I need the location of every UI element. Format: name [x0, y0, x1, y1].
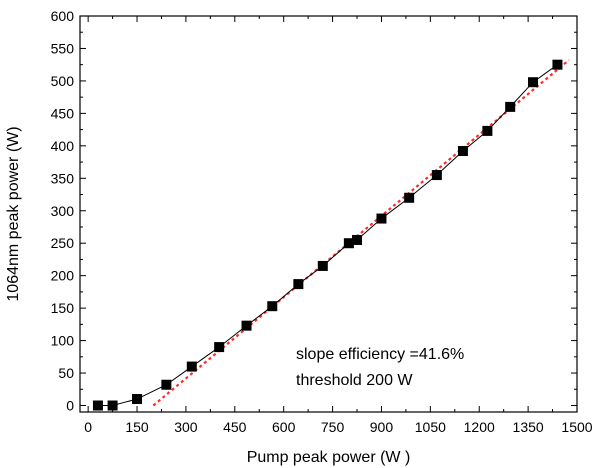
- axis-tick-labels: 0 150 300 450 600 750 900 1050 1200 1350 1500 0 50 10…: [51, 8, 593, 435]
- data-point: [528, 77, 539, 88]
- x-tick-label: 150: [125, 419, 149, 435]
- x-tick-label: 1500: [561, 419, 592, 435]
- y-tick-label: 550: [51, 40, 75, 56]
- x-tick-label: 900: [370, 419, 394, 435]
- data-point: [132, 394, 143, 405]
- x-tick-label: 1350: [513, 419, 544, 435]
- y-tick-label: 450: [51, 105, 75, 121]
- annotation-threshold: threshold 200 W: [296, 372, 413, 389]
- y-tick-label: 600: [51, 8, 75, 24]
- axis-ticks: [80, 15, 578, 412]
- y-tick-label: 400: [51, 138, 75, 154]
- data-point: [404, 192, 415, 203]
- y-tick-label: 100: [51, 333, 75, 349]
- y-tick-label: 300: [51, 203, 75, 219]
- series-layer: [92, 59, 570, 411]
- data-point: [317, 260, 328, 271]
- data-point: [267, 301, 278, 312]
- x-tick-label: 1050: [415, 419, 446, 435]
- data-point: [186, 361, 197, 372]
- y-tick-label: 500: [51, 73, 75, 89]
- x-axis-title: Pump peak power (W ): [247, 449, 411, 466]
- data-point: [457, 146, 468, 157]
- data-point: [352, 234, 363, 245]
- x-tick-label: 0: [84, 419, 92, 435]
- data-point: [343, 238, 354, 249]
- y-tick-label: 50: [58, 365, 74, 381]
- annotation-slope: slope efficiency =41.6%: [296, 346, 464, 363]
- data-point: [552, 59, 563, 70]
- x-tick-label: 1200: [464, 419, 495, 435]
- x-tick-label: 450: [223, 419, 247, 435]
- data-point: [293, 279, 304, 290]
- data-point: [376, 213, 387, 224]
- data-point: [161, 379, 172, 390]
- y-tick-label: 250: [51, 235, 75, 251]
- x-tick-label: 300: [174, 419, 198, 435]
- data-point: [107, 400, 118, 411]
- data-point: [505, 101, 516, 112]
- x-tick-label: 600: [272, 419, 296, 435]
- y-tick-label: 200: [51, 268, 75, 284]
- data-point: [431, 170, 442, 181]
- x-tick-label: 750: [321, 419, 345, 435]
- plot-frame: [79, 15, 578, 413]
- y-tick-label: 350: [51, 170, 75, 186]
- y-axis-title: 1064nm peak power (W): [5, 126, 22, 301]
- data-point: [214, 342, 225, 353]
- data-point: [92, 400, 103, 411]
- data-point: [241, 320, 252, 331]
- data-point: [482, 125, 493, 136]
- y-tick-label: 150: [51, 300, 75, 316]
- y-tick-label: 0: [66, 398, 74, 414]
